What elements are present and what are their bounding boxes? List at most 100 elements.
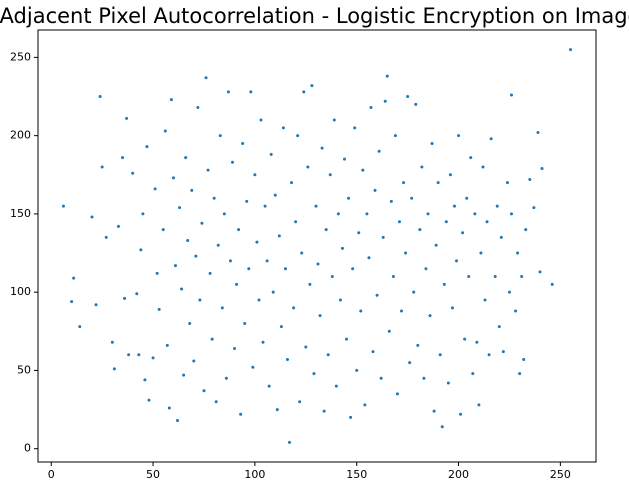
point (61, 204, 65, 208)
point (216, 243, 220, 247)
point (188, 321, 192, 325)
point (228, 259, 232, 263)
point (173, 264, 177, 268)
point (318, 314, 322, 318)
point (522, 357, 526, 361)
point (78, 325, 82, 329)
point (345, 337, 349, 341)
point (532, 206, 536, 210)
point (308, 282, 312, 286)
point (469, 156, 473, 160)
point (320, 146, 324, 150)
point (139, 248, 143, 252)
point (302, 90, 306, 94)
point (94, 303, 98, 307)
point (198, 298, 202, 302)
point (324, 228, 328, 232)
point (182, 373, 186, 377)
point (245, 199, 249, 203)
point (351, 267, 355, 271)
point (145, 145, 149, 149)
point (507, 290, 511, 294)
x-tick-label: 0 (48, 468, 55, 481)
point (359, 309, 363, 313)
point (208, 271, 212, 275)
point (373, 188, 377, 192)
point (265, 259, 269, 263)
point (493, 275, 497, 279)
point (292, 306, 296, 310)
point (457, 134, 461, 138)
point (416, 343, 420, 347)
point (518, 372, 522, 376)
point (402, 181, 406, 185)
point (355, 368, 359, 372)
point (310, 84, 314, 88)
point (104, 235, 108, 239)
point (538, 270, 542, 274)
point (442, 282, 446, 286)
point (509, 93, 513, 97)
point (127, 353, 131, 357)
point (455, 259, 458, 263)
point (98, 95, 102, 99)
y-tick-label: 250 (10, 50, 31, 63)
point (202, 389, 206, 393)
point (473, 212, 477, 216)
point (428, 314, 432, 318)
point (220, 306, 224, 310)
point (121, 156, 125, 160)
point (283, 267, 287, 271)
point (501, 350, 505, 354)
point (365, 212, 369, 216)
x-tick-label: 200 (448, 468, 469, 481)
point (167, 406, 171, 410)
point (420, 165, 424, 169)
point (326, 353, 330, 357)
point (249, 90, 253, 94)
point (222, 212, 226, 216)
point (306, 165, 310, 169)
point (381, 235, 385, 239)
point (171, 176, 175, 180)
point (190, 188, 194, 192)
point (509, 212, 513, 216)
point (349, 415, 353, 419)
point (277, 234, 281, 238)
point (163, 129, 167, 133)
point (147, 398, 151, 402)
point (275, 408, 279, 412)
point (432, 409, 436, 413)
point (298, 400, 302, 404)
point (178, 206, 182, 210)
point (481, 165, 485, 169)
point (353, 126, 357, 130)
plot-frame (37, 29, 597, 463)
point (361, 168, 365, 172)
point (161, 228, 165, 232)
point (357, 231, 361, 235)
point (440, 425, 444, 429)
point (485, 220, 489, 224)
point (436, 181, 440, 185)
point (379, 376, 383, 380)
point (186, 239, 190, 243)
point (273, 193, 277, 197)
point (200, 221, 204, 225)
y-tick-label: 100 (10, 285, 31, 298)
point (410, 196, 414, 200)
point (169, 98, 173, 102)
point (180, 287, 184, 291)
point (477, 403, 481, 407)
chart-title: Adjacent Pixel Autocorrelation - Logisti… (0, 4, 629, 28)
point (406, 95, 410, 99)
point (294, 220, 298, 224)
point (204, 76, 208, 80)
point (312, 372, 316, 376)
point (263, 204, 267, 208)
point (347, 196, 351, 200)
point (459, 412, 463, 416)
point (424, 267, 428, 271)
point (141, 212, 145, 216)
point (387, 329, 391, 333)
